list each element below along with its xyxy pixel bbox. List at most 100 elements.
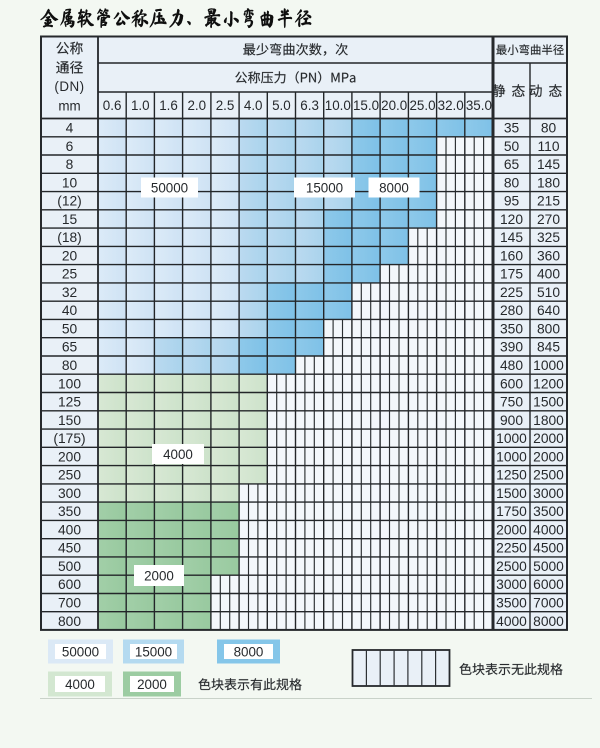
svg-text:(12): (12) [57, 194, 82, 209]
svg-text:450: 450 [58, 541, 81, 556]
svg-text:2500: 2500 [533, 468, 564, 483]
svg-text:1500: 1500 [496, 486, 527, 501]
svg-text:20.0: 20.0 [381, 98, 407, 113]
svg-text:40: 40 [62, 303, 78, 318]
svg-text:3000: 3000 [496, 577, 527, 592]
svg-text:215: 215 [537, 194, 560, 209]
svg-text:360: 360 [537, 248, 560, 263]
svg-text:2000: 2000 [496, 522, 527, 537]
svg-text:65: 65 [504, 157, 520, 172]
svg-text:50000: 50000 [151, 180, 188, 195]
svg-text:300: 300 [58, 486, 81, 501]
svg-text:65: 65 [62, 340, 78, 355]
svg-text:600: 600 [58, 577, 81, 592]
svg-text:280: 280 [500, 303, 523, 318]
svg-text:35: 35 [504, 121, 520, 136]
svg-text:2.5: 2.5 [216, 98, 235, 113]
svg-text:15000: 15000 [306, 180, 343, 195]
svg-text:350: 350 [500, 322, 523, 337]
svg-text:3500: 3500 [533, 504, 564, 519]
svg-text:800: 800 [58, 614, 81, 629]
svg-text:4.0: 4.0 [244, 98, 263, 113]
svg-text:3500: 3500 [496, 596, 527, 611]
svg-text:350: 350 [58, 504, 81, 519]
svg-text:3000: 3000 [533, 486, 564, 501]
svg-text:4000: 4000 [163, 447, 193, 462]
svg-text:25: 25 [62, 267, 78, 282]
svg-text:15.0: 15.0 [353, 98, 379, 113]
svg-text:200: 200 [58, 449, 81, 464]
svg-text:750: 750 [500, 395, 523, 410]
svg-text:50: 50 [504, 139, 520, 154]
svg-text:160: 160 [500, 248, 523, 263]
svg-text:325: 325 [537, 230, 560, 245]
svg-text:125: 125 [58, 395, 81, 410]
svg-text:1.0: 1.0 [131, 98, 150, 113]
svg-text:400: 400 [58, 522, 81, 537]
svg-text:4000: 4000 [65, 677, 95, 692]
svg-text:5.0: 5.0 [272, 98, 291, 113]
svg-text:120: 120 [500, 212, 523, 227]
svg-text:640: 640 [537, 303, 560, 318]
svg-text:480: 480 [500, 358, 523, 373]
svg-text:50000: 50000 [62, 644, 99, 659]
svg-text:35.0: 35.0 [466, 98, 492, 113]
svg-text:15: 15 [62, 212, 78, 227]
svg-text:10.0: 10.0 [325, 98, 351, 113]
svg-text:4: 4 [66, 121, 74, 136]
svg-text:900: 900 [500, 413, 523, 428]
svg-text:1500: 1500 [533, 395, 564, 410]
svg-text:100: 100 [58, 376, 81, 391]
svg-text:1800: 1800 [533, 413, 564, 428]
svg-text:1000: 1000 [533, 358, 564, 373]
svg-text:800: 800 [537, 322, 560, 337]
svg-text:80: 80 [541, 121, 557, 136]
svg-text:5000: 5000 [533, 559, 564, 574]
svg-text:510: 510 [537, 285, 560, 300]
svg-text:95: 95 [504, 194, 520, 209]
svg-text:7000: 7000 [533, 596, 564, 611]
svg-text:1.6: 1.6 [159, 98, 178, 113]
svg-text:0.6: 0.6 [103, 98, 122, 113]
svg-text:mm: mm [58, 99, 80, 114]
svg-text:700: 700 [58, 596, 81, 611]
svg-text:20: 20 [62, 248, 78, 263]
svg-text:4500: 4500 [533, 541, 564, 556]
svg-text:2000: 2000 [533, 449, 564, 464]
svg-text:6: 6 [66, 139, 74, 154]
svg-text:145: 145 [500, 230, 523, 245]
svg-text:(18): (18) [57, 230, 82, 245]
svg-text:80: 80 [504, 175, 520, 190]
svg-text:845: 845 [537, 340, 560, 355]
svg-text:1750: 1750 [496, 504, 527, 519]
svg-text:2500: 2500 [496, 559, 527, 574]
svg-text:80: 80 [62, 358, 78, 373]
svg-text:1000: 1000 [496, 431, 527, 446]
svg-text:32: 32 [62, 285, 77, 300]
svg-text:32.0: 32.0 [438, 98, 464, 113]
svg-text:1250: 1250 [496, 468, 527, 483]
svg-text:2.0: 2.0 [187, 98, 206, 113]
svg-text:8000: 8000 [234, 644, 264, 659]
svg-text:110: 110 [538, 139, 560, 154]
svg-text:4000: 4000 [533, 522, 564, 537]
svg-text:600: 600 [500, 376, 523, 391]
svg-text:390: 390 [500, 340, 523, 355]
svg-text:8000: 8000 [379, 180, 409, 195]
svg-text:2000: 2000 [533, 431, 564, 446]
svg-text:2000: 2000 [144, 568, 174, 583]
svg-text:10: 10 [62, 175, 78, 190]
svg-text:150: 150 [58, 413, 81, 428]
svg-text:6000: 6000 [533, 577, 564, 592]
svg-text:50: 50 [62, 322, 78, 337]
svg-text:145: 145 [537, 157, 560, 172]
svg-text:270: 270 [537, 212, 560, 227]
svg-text:8000: 8000 [533, 614, 564, 629]
svg-text:400: 400 [537, 267, 560, 282]
svg-text:(DN): (DN) [54, 79, 84, 94]
svg-text:6.3: 6.3 [300, 98, 319, 113]
svg-text:(175): (175) [53, 431, 85, 446]
svg-text:225: 225 [500, 285, 523, 300]
svg-text:250: 250 [58, 468, 81, 483]
svg-text:1000: 1000 [496, 449, 527, 464]
